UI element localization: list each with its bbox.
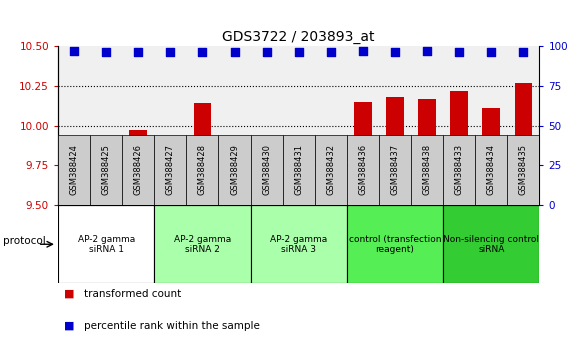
Bar bbox=[251, 135, 282, 205]
Text: GSM388425: GSM388425 bbox=[102, 144, 111, 195]
Point bbox=[70, 48, 79, 53]
Bar bbox=[161, 202, 179, 205]
Bar bbox=[386, 97, 404, 205]
Bar bbox=[418, 98, 436, 205]
Text: GSM388432: GSM388432 bbox=[327, 144, 335, 195]
Bar bbox=[122, 135, 154, 205]
Bar bbox=[450, 91, 468, 205]
Point bbox=[519, 50, 528, 55]
Bar bbox=[90, 135, 122, 205]
Title: GDS3722 / 203893_at: GDS3722 / 203893_at bbox=[223, 30, 375, 44]
Point bbox=[262, 50, 271, 55]
Text: GSM388426: GSM388426 bbox=[134, 144, 143, 195]
Bar bbox=[97, 148, 115, 205]
Point bbox=[133, 50, 143, 55]
Text: ■: ■ bbox=[64, 321, 78, 331]
Bar bbox=[475, 135, 508, 205]
Text: transformed count: transformed count bbox=[84, 289, 182, 299]
Text: GSM388437: GSM388437 bbox=[390, 144, 400, 195]
Bar bbox=[58, 135, 90, 205]
Bar bbox=[226, 164, 244, 205]
Text: GSM388438: GSM388438 bbox=[423, 144, 432, 195]
Text: GSM388430: GSM388430 bbox=[262, 144, 271, 195]
Text: GSM388434: GSM388434 bbox=[487, 144, 496, 195]
Text: ■: ■ bbox=[64, 289, 78, 299]
Bar bbox=[219, 135, 251, 205]
Text: GSM388428: GSM388428 bbox=[198, 144, 207, 195]
Bar bbox=[58, 205, 154, 283]
Bar bbox=[129, 130, 147, 205]
Text: GSM388424: GSM388424 bbox=[70, 144, 78, 195]
Point bbox=[390, 50, 400, 55]
Text: protocol: protocol bbox=[3, 236, 46, 246]
Point bbox=[358, 48, 368, 53]
Text: control (transfection
reagent): control (transfection reagent) bbox=[349, 235, 441, 254]
Text: AP-2 gamma
siRNA 3: AP-2 gamma siRNA 3 bbox=[270, 235, 327, 254]
Bar bbox=[322, 178, 340, 205]
Text: GSM388433: GSM388433 bbox=[455, 144, 463, 195]
Bar bbox=[65, 153, 83, 205]
Text: Non-silencing control
siRNA: Non-silencing control siRNA bbox=[443, 235, 539, 254]
Bar bbox=[411, 135, 443, 205]
Bar bbox=[443, 135, 475, 205]
Bar bbox=[347, 135, 379, 205]
Text: AP-2 gamma
siRNA 1: AP-2 gamma siRNA 1 bbox=[78, 235, 135, 254]
Text: GSM388436: GSM388436 bbox=[358, 144, 367, 195]
Text: percentile rank within the sample: percentile rank within the sample bbox=[84, 321, 260, 331]
Point bbox=[422, 48, 432, 53]
Bar bbox=[514, 82, 532, 205]
Bar bbox=[354, 102, 372, 205]
Bar bbox=[194, 103, 211, 205]
Bar bbox=[186, 135, 219, 205]
Text: GSM388435: GSM388435 bbox=[519, 144, 528, 195]
Bar bbox=[154, 205, 251, 283]
Text: AP-2 gamma
siRNA 2: AP-2 gamma siRNA 2 bbox=[174, 235, 231, 254]
Point bbox=[230, 50, 239, 55]
Bar bbox=[251, 205, 347, 283]
Bar bbox=[258, 173, 275, 205]
Point bbox=[166, 50, 175, 55]
Text: GSM388427: GSM388427 bbox=[166, 144, 175, 195]
Bar bbox=[379, 135, 411, 205]
Text: GSM388429: GSM388429 bbox=[230, 144, 239, 195]
Point bbox=[294, 50, 303, 55]
Point bbox=[326, 50, 335, 55]
Text: GSM388431: GSM388431 bbox=[294, 144, 303, 195]
Bar bbox=[483, 108, 500, 205]
Bar bbox=[154, 135, 186, 205]
Point bbox=[487, 50, 496, 55]
Bar bbox=[508, 135, 539, 205]
Point bbox=[102, 50, 111, 55]
Bar bbox=[290, 161, 307, 205]
Bar bbox=[347, 205, 443, 283]
Bar bbox=[282, 135, 315, 205]
Point bbox=[455, 50, 464, 55]
Point bbox=[198, 50, 207, 55]
Bar bbox=[443, 205, 539, 283]
Bar bbox=[315, 135, 347, 205]
